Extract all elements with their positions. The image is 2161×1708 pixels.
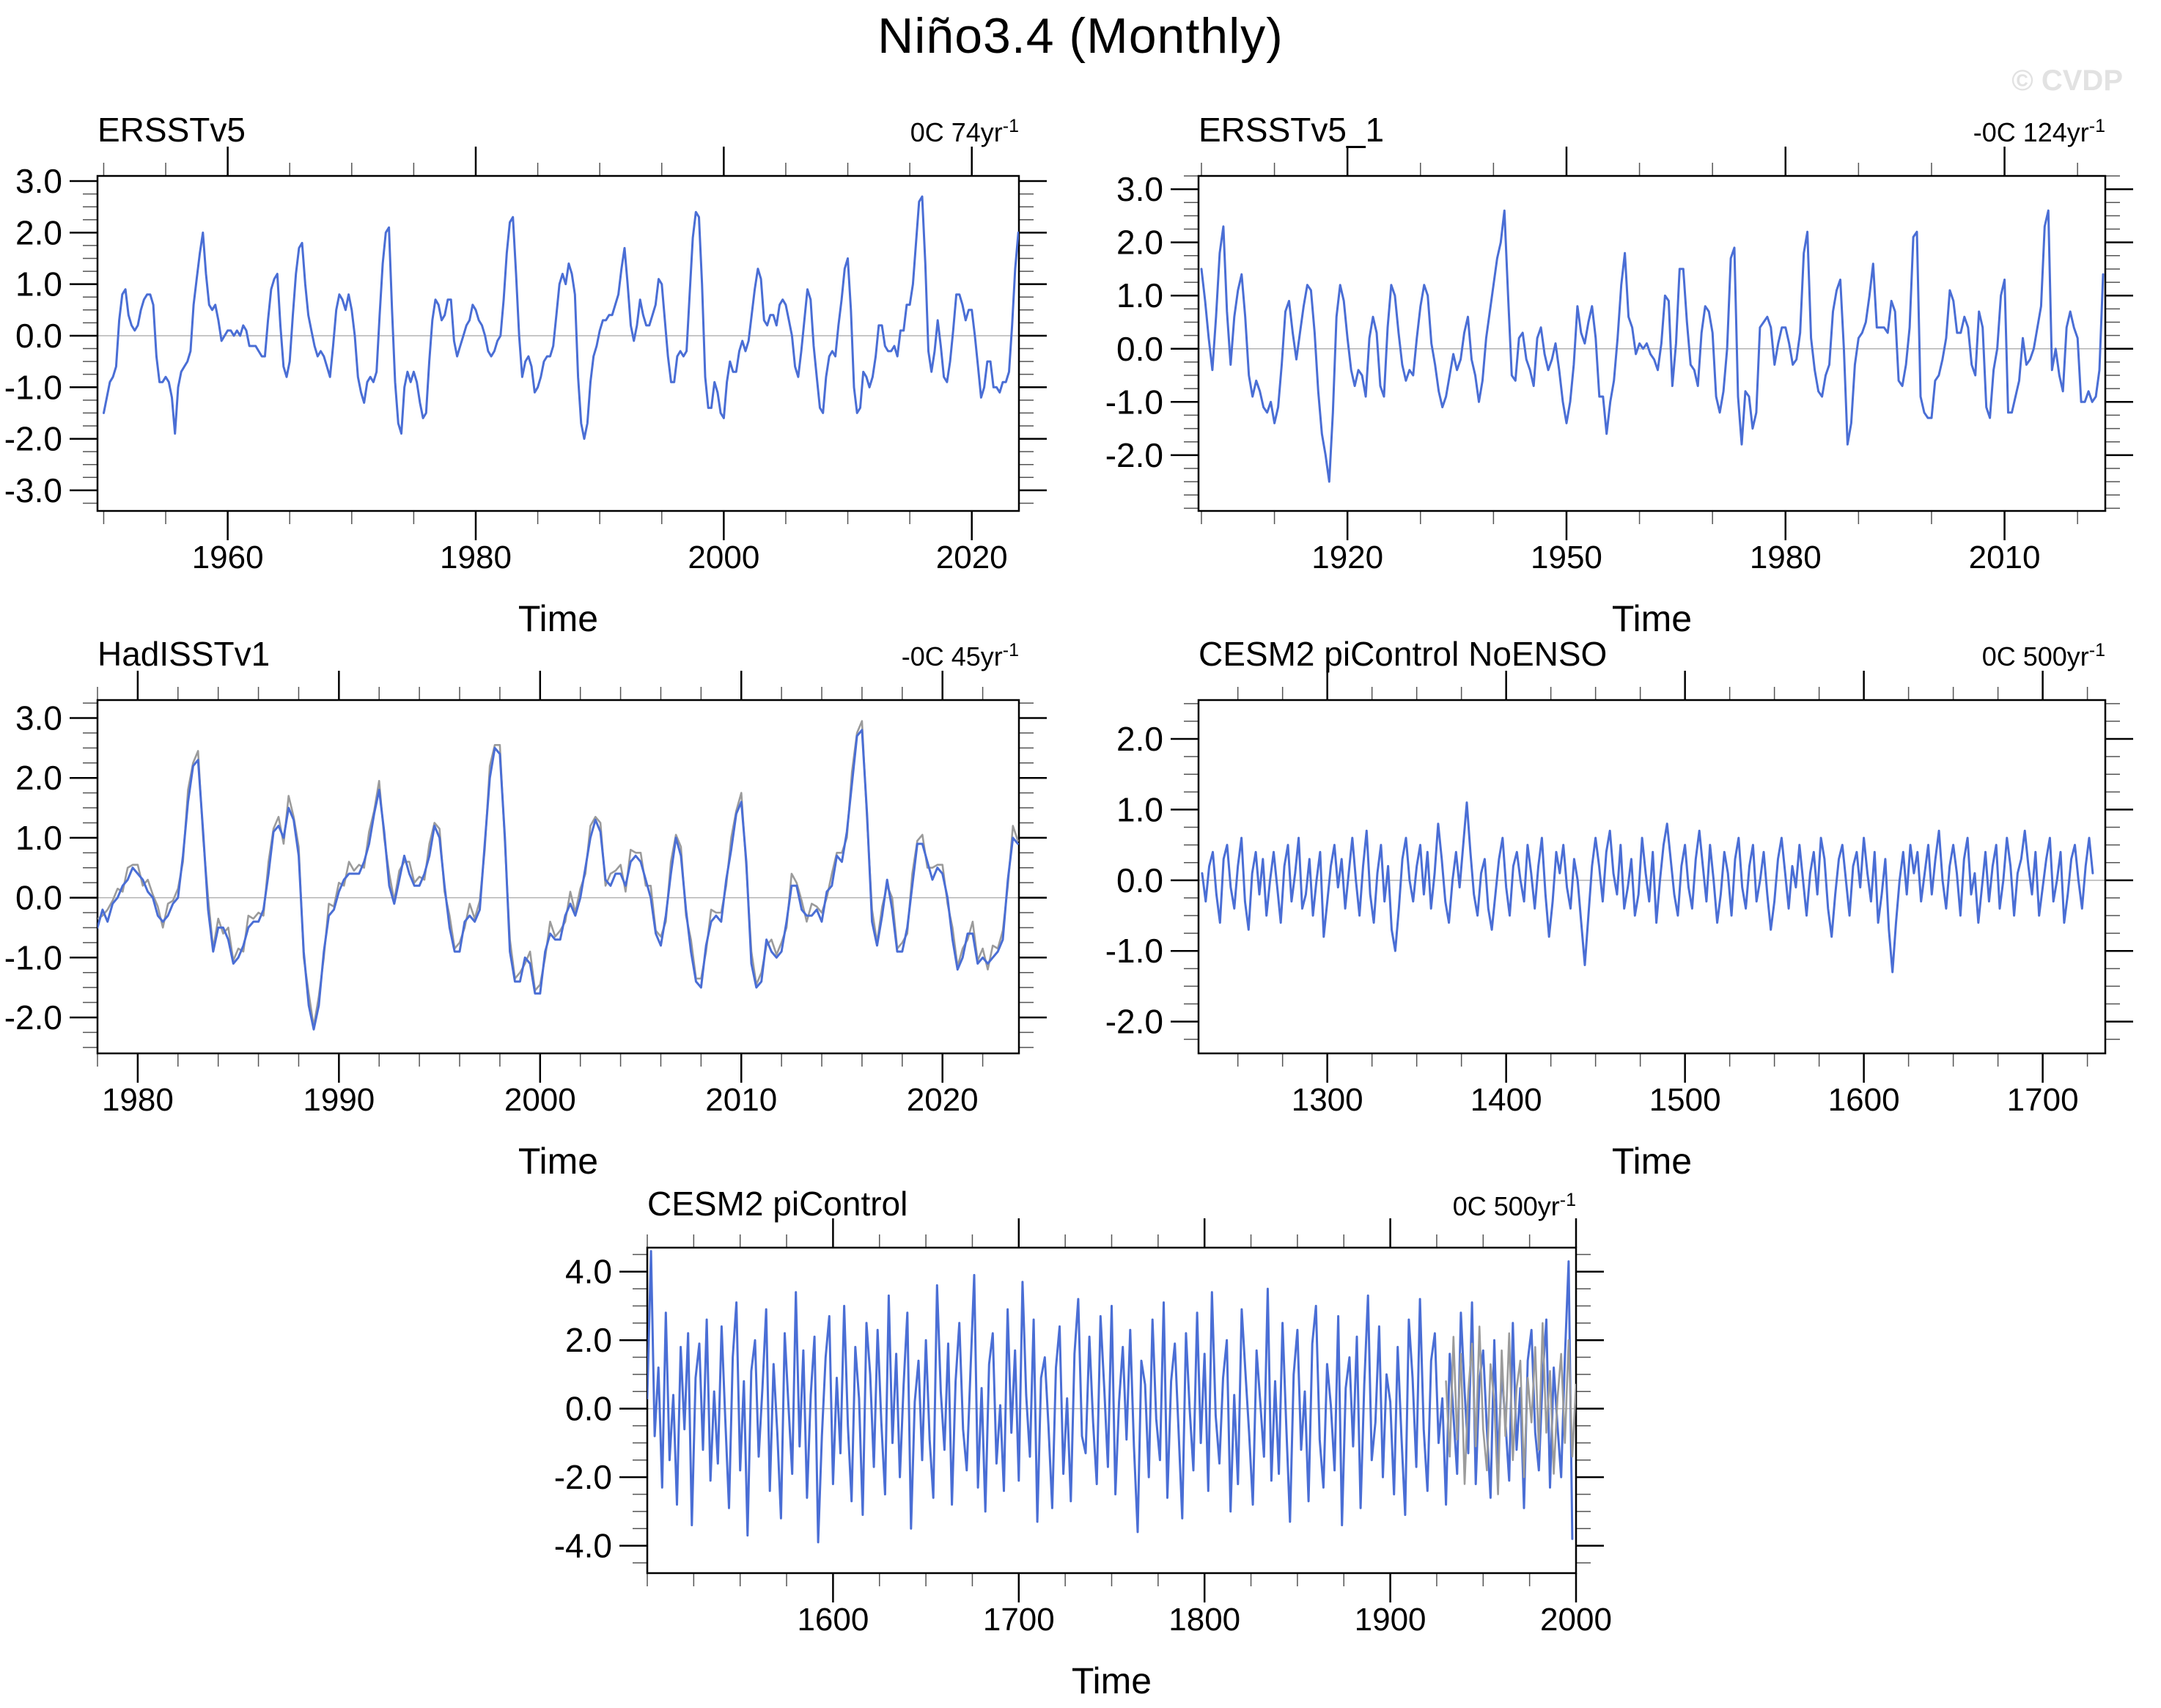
y-tick-label: 0.0 xyxy=(15,317,62,355)
x-tick-label: 2000 xyxy=(688,540,759,575)
nino34-ersstv5-1-line xyxy=(1200,209,2105,483)
y-tick-label: 1.0 xyxy=(1116,790,1163,828)
nino34-hadisst-line xyxy=(97,729,1019,1031)
y-tick-label: 2.0 xyxy=(565,1321,612,1359)
nino34-noenso-line xyxy=(1201,801,2094,973)
x-axis-label-ersstv5: Time xyxy=(518,598,599,639)
page-title: Niño3.4 (Monthly) xyxy=(877,8,1284,64)
y-tick-label: 1.0 xyxy=(15,819,62,857)
y-tick-label: 0.0 xyxy=(15,879,62,917)
x-tick-label: 1700 xyxy=(983,1602,1055,1638)
y-tick-label: 3.0 xyxy=(15,699,62,737)
nino34-ersstv5-line xyxy=(103,195,1019,441)
x-tick-label: 2020 xyxy=(907,1082,979,1118)
panel-title-cesm2-picontrol: CESM2 piControl xyxy=(647,1185,908,1223)
x-tick-label: 1980 xyxy=(1750,540,1822,575)
trend-label-cesm2-picontrol: 0C 500yr-1 xyxy=(1452,1190,1576,1221)
trend-label-ersstv5-1: -0C 124yr-1 xyxy=(1973,116,2105,147)
y-tick-label: 1.0 xyxy=(1116,276,1163,314)
x-tick-label: 1990 xyxy=(303,1082,375,1118)
y-tick-label: 2.0 xyxy=(1116,224,1163,262)
trend-label-hadisstv1: -0C 45yr-1 xyxy=(901,640,1019,671)
x-tick-label: 1600 xyxy=(1828,1082,1900,1118)
x-axis-label-cesm2-noenso: Time xyxy=(1611,1141,1693,1182)
chart-panel-cesm2-noenso: 1300 1400 1500 1600 1700 2.0 1.0 0.0 -1.0 -2.0 xyxy=(1105,671,2133,1118)
y-tick-label: -2.0 xyxy=(1105,1003,1163,1041)
x-tick-label: 1400 xyxy=(1470,1082,1542,1118)
trend-label-ersstv5: 0C 74yr-1 xyxy=(910,116,1019,147)
x-tick-label: 1800 xyxy=(1168,1602,1240,1638)
x-axis-label-cesm2-picontrol: Time xyxy=(1071,1660,1152,1701)
chart-panel-cesm2-picontrol: 1600 1700 1800 1900 2000 4.0 2.0 0.0 -2.0 -4.0 xyxy=(554,1218,1612,1638)
panel-title-cesm2-noenso: CESM2 piControl NoENSO xyxy=(1199,635,1608,673)
y-tick-label: 3.0 xyxy=(15,162,62,200)
x-axis-label-hadisstv1: Time xyxy=(518,1141,599,1182)
chart-panel-ersstv5-1: 1920 1950 1980 2010 3.0 2.0 1.0 0.0 -1.0 -2.0 xyxy=(1105,147,2133,575)
y-tick-label: 2.0 xyxy=(1116,720,1163,758)
y-tick-label: -2.0 xyxy=(4,420,62,458)
x-tick-label: 1900 xyxy=(1355,1602,1426,1638)
chart-panel-ersstv5: 1960 1980 2000 2020 3.0 2.0 1.0 0.0 -1.0 -2.0 -3.0 xyxy=(4,147,1047,575)
y-tick-label: 3.0 xyxy=(1116,170,1163,208)
x-tick-label: 2000 xyxy=(504,1082,576,1118)
y-tick-label: -2.0 xyxy=(4,998,62,1037)
panel-title-ersstv5-1: ERSSTv5_1 xyxy=(1199,111,1385,149)
y-tick-label: 4.0 xyxy=(565,1253,612,1291)
y-tick-label: -2.0 xyxy=(554,1458,612,1496)
y-tick-label: -1.0 xyxy=(4,938,62,976)
x-tick-label: 2010 xyxy=(705,1082,777,1118)
x-tick-label: 1960 xyxy=(192,540,264,575)
y-tick-label: 2.0 xyxy=(15,759,62,797)
x-tick-label: 2000 xyxy=(1540,1602,1612,1638)
x-tick-label: 1500 xyxy=(1649,1082,1721,1118)
chart-panel-hadisstv1: 1980 1990 2000 2010 2020 3.0 2.0 1.0 0.0 -1.0 -2.0 xyxy=(4,671,1047,1118)
nino34-picontrol-line xyxy=(647,1250,1574,1544)
x-tick-label: 1980 xyxy=(102,1082,174,1118)
y-tick-label: 0.0 xyxy=(1116,861,1163,899)
x-tick-label: 2020 xyxy=(936,540,1008,575)
y-tick-label: 1.0 xyxy=(15,265,62,303)
x-axis-label-ersstv5-1: Time xyxy=(1611,598,1693,639)
plot-frame xyxy=(1197,174,2107,512)
plot-frame xyxy=(96,699,1020,1055)
x-tick-label: 1950 xyxy=(1531,540,1602,575)
cvdp-watermark: © CVDP xyxy=(2011,65,2123,97)
y-tick-label: -2.0 xyxy=(1105,436,1163,474)
plot-frame xyxy=(96,174,1020,512)
nino34-hadisst-raw-line xyxy=(97,720,1019,1028)
y-tick-label: 0.0 xyxy=(565,1390,612,1428)
x-tick-label: 1600 xyxy=(797,1602,869,1638)
y-tick-label: -3.0 xyxy=(4,471,62,509)
trend-label-cesm2-noenso: 0C 500yr-1 xyxy=(1981,640,2105,671)
x-tick-label: 1300 xyxy=(1292,1082,1363,1118)
y-tick-label: -4.0 xyxy=(554,1527,612,1565)
y-tick-label: -1.0 xyxy=(1105,383,1163,421)
y-tick-label: 0.0 xyxy=(1116,330,1163,368)
panel-title-ersstv5: ERSSTv5 xyxy=(97,111,246,149)
x-tick-label: 1920 xyxy=(1311,540,1383,575)
x-tick-label: 2010 xyxy=(1969,540,2041,575)
nino34-picontrol-raw-line xyxy=(1445,1322,1576,1495)
y-tick-label: -1.0 xyxy=(4,368,62,406)
panel-title-hadisstv1: HadISSTv1 xyxy=(97,635,270,673)
plot-frame xyxy=(1197,699,2107,1055)
plot-frame xyxy=(646,1246,1578,1575)
x-tick-label: 1980 xyxy=(440,540,512,575)
y-tick-label: 2.0 xyxy=(15,213,62,251)
x-tick-label: 1700 xyxy=(2007,1082,2079,1118)
y-tick-label: -1.0 xyxy=(1105,932,1163,970)
